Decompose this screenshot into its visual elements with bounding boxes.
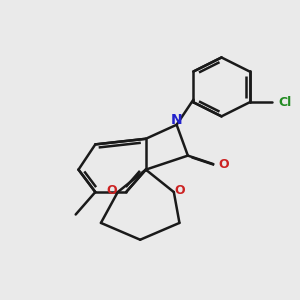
Text: Cl: Cl bbox=[278, 96, 291, 109]
Text: O: O bbox=[175, 184, 185, 197]
Text: O: O bbox=[106, 184, 117, 197]
Text: N: N bbox=[171, 113, 182, 127]
Text: O: O bbox=[218, 158, 229, 170]
